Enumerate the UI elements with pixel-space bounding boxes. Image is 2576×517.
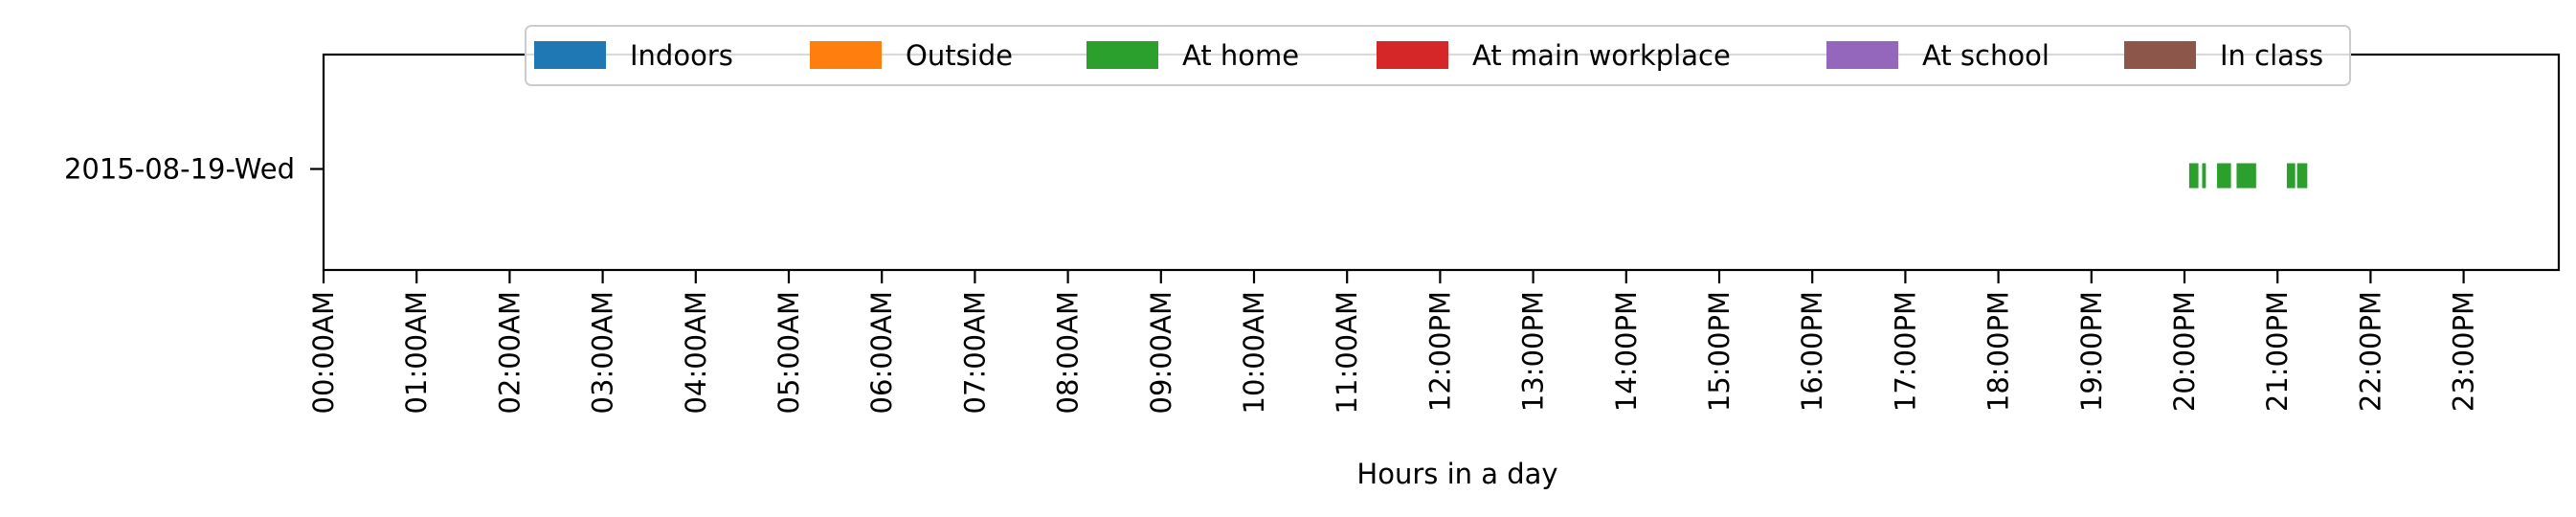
legend-label: At school — [1922, 39, 2050, 72]
legend-swatch — [1377, 41, 1448, 69]
y-axis: 2015-08-19-Wed — [64, 153, 324, 186]
x-tick-label: 17:00PM — [1889, 291, 1921, 412]
x-tick-label: 00:00AM — [307, 291, 340, 414]
legend-label: At main workplace — [1472, 39, 1731, 72]
legend-swatch — [1826, 41, 1898, 69]
interval-marks — [2188, 163, 2308, 189]
x-tick-label: 12:00PM — [1423, 291, 1456, 412]
x-tick-label: 14:00PM — [1610, 291, 1643, 412]
legend-swatch — [810, 41, 882, 69]
legend-swatch — [1086, 41, 1158, 69]
x-tick-label: 18:00PM — [1982, 291, 2015, 412]
legend: Indoors Outside At home At main workplace At… — [525, 25, 2351, 86]
legend-swatch — [534, 41, 606, 69]
interval-mark — [2217, 163, 2231, 189]
x-tick-label: 10:00AM — [1238, 291, 1270, 414]
x-tick-label: 13:00PM — [1517, 291, 1550, 412]
legend-label: In class — [2220, 39, 2323, 72]
interval-mark — [2202, 163, 2206, 189]
x-tick-label: 04:00AM — [680, 291, 712, 414]
x-tick-label: 03:00AM — [587, 291, 619, 414]
x-axis: 00:00AM 01:00AM 02:00AM 03:00AM 04:00AM 05:00… — [307, 270, 2480, 414]
y-tick-label: 2015-08-19-Wed — [64, 153, 295, 186]
x-tick-label: 22:00PM — [2354, 291, 2386, 412]
legend-label: Outside — [906, 39, 1013, 72]
interval-mark — [2286, 163, 2296, 189]
x-tick-label: 23:00PM — [2448, 291, 2480, 412]
x-tick-label: 20:00PM — [2168, 291, 2201, 412]
legend-label: Indoors — [630, 39, 733, 72]
interval-mark — [2188, 163, 2199, 189]
x-tick-label: 06:00AM — [865, 291, 898, 414]
x-tick-label: 01:00AM — [400, 291, 433, 414]
x-tick-label: 05:00AM — [773, 291, 805, 414]
x-axis-label: Hours in a day — [1356, 458, 1557, 490]
x-tick-label: 08:00AM — [1052, 291, 1085, 414]
x-tick-label: 16:00PM — [1796, 291, 1828, 412]
x-tick-label: 09:00AM — [1145, 291, 1177, 414]
legend-label: At home — [1182, 39, 1299, 72]
x-tick-label: 15:00PM — [1703, 291, 1736, 412]
x-tick-label: 19:00PM — [2075, 291, 2108, 412]
x-tick-label: 11:00AM — [1331, 291, 1363, 414]
legend-swatch — [2124, 41, 2196, 69]
interval-mark — [2296, 163, 2308, 189]
interval-mark — [2236, 163, 2256, 189]
x-tick-label: 02:00AM — [493, 291, 526, 414]
x-tick-label: 21:00PM — [2261, 291, 2294, 412]
x-tick-label: 07:00AM — [958, 291, 991, 414]
